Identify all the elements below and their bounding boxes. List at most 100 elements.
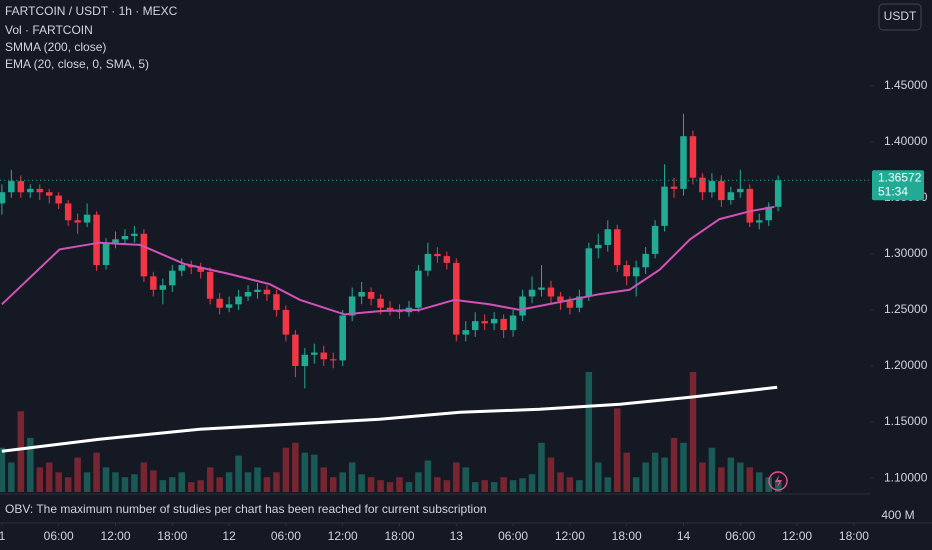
candle-body	[434, 253, 441, 257]
candle-body	[377, 298, 384, 308]
y-tick-label: 1.45000	[884, 78, 928, 92]
volume-bar	[74, 457, 81, 492]
candle-body	[311, 352, 318, 355]
candle-body	[55, 195, 62, 204]
volume-bar	[121, 477, 129, 492]
volume-bar	[102, 467, 110, 492]
volume-bar	[131, 474, 138, 492]
x-tick-label: 12:00	[782, 529, 812, 543]
candle-body	[670, 186, 678, 189]
volume-bar	[415, 472, 422, 492]
candle-body	[358, 292, 365, 297]
alert-icon[interactable]	[768, 471, 788, 491]
candle-body	[462, 330, 470, 335]
volume-bar	[301, 452, 309, 492]
candle-body	[197, 267, 204, 272]
indicator-label: SMMA (200, close)	[5, 40, 106, 54]
volume-bar	[490, 482, 498, 492]
obv-notice: OBV: The maximum number of studies per c…	[5, 502, 487, 516]
candle-body	[235, 296, 242, 305]
candle-body	[585, 248, 593, 297]
volume-bar	[396, 477, 403, 492]
candle-body	[17, 181, 25, 193]
x-tick-label: 13	[450, 529, 464, 543]
currency-button[interactable]	[878, 3, 922, 31]
candle-body	[367, 292, 375, 299]
candle-body	[225, 304, 233, 308]
candle-body	[112, 239, 119, 243]
candle-body	[36, 188, 44, 193]
volume-bar	[576, 480, 583, 492]
volume-bar	[746, 467, 754, 492]
volume-bar	[604, 477, 612, 492]
candle-body	[93, 214, 100, 266]
x-tick-label: 14	[677, 529, 691, 543]
candle-body	[613, 229, 621, 266]
y-tick-label: 1.20000	[884, 358, 928, 372]
volume-bar	[93, 452, 100, 492]
volume-bar	[689, 371, 697, 492]
candle-body	[64, 203, 72, 221]
volume-bar	[661, 457, 668, 492]
volume-bar	[566, 477, 574, 492]
volume-bar	[358, 474, 365, 492]
candle-body	[528, 289, 536, 297]
volume-bar	[755, 472, 763, 492]
candle-body	[774, 180, 782, 207]
y-tick-label: 1.10000	[884, 470, 928, 484]
volume-bar	[765, 477, 772, 492]
x-tick-label: 18:00	[839, 529, 869, 543]
x-tick-label: 12	[222, 529, 236, 543]
volume-bar	[670, 437, 678, 492]
candle-body	[292, 334, 299, 366]
volume-bar	[538, 442, 545, 492]
candle-body	[216, 298, 223, 308]
last-price-box	[872, 170, 924, 201]
candle-body	[519, 296, 526, 316]
candle-body	[708, 181, 716, 193]
volume-bar	[367, 477, 375, 492]
x-tick-label: 1	[0, 529, 6, 543]
candle-body	[339, 315, 346, 361]
volume-bar	[462, 467, 470, 492]
volume-bar	[225, 472, 233, 492]
candle-body	[150, 276, 157, 290]
volume-bar	[708, 447, 716, 492]
volume-bar	[699, 462, 706, 492]
candle-body	[159, 285, 167, 290]
candle-body	[632, 267, 640, 277]
volume-bar	[528, 474, 536, 492]
candle-body	[538, 287, 545, 290]
volume-bar	[27, 437, 34, 492]
volume-bar	[36, 467, 44, 492]
volume-bar	[585, 371, 593, 492]
volume-bar	[595, 462, 602, 492]
candle-body	[348, 296, 356, 316]
volume-axis-label: 400 M	[881, 508, 914, 522]
volume-bar	[481, 480, 488, 492]
volume-bar	[471, 482, 479, 492]
volume-bar	[339, 472, 346, 492]
candle-body	[699, 177, 706, 193]
candle-body	[547, 287, 555, 297]
candle-body	[424, 253, 432, 271]
volume-bar	[263, 477, 271, 492]
volume-bar	[244, 472, 252, 492]
volume-bar	[273, 472, 280, 492]
y-tick-label: 1.40000	[884, 134, 928, 148]
volume-bar	[632, 477, 640, 492]
currency-button-label[interactable]: USDT	[884, 9, 917, 23]
volume-bar	[45, 462, 53, 492]
volume-bar	[64, 477, 72, 492]
candle-body	[178, 265, 186, 271]
volume-bar	[453, 462, 460, 492]
candle-body	[746, 188, 754, 223]
indicator-line	[1, 205, 775, 316]
candle-body	[765, 206, 772, 221]
indicator-label: Vol · FARTCOIN	[5, 23, 93, 37]
volume-bar	[737, 462, 744, 492]
candle-body	[8, 181, 15, 193]
volume-bar	[55, 472, 62, 492]
volume-bar	[500, 477, 507, 492]
candle-body	[206, 271, 214, 299]
